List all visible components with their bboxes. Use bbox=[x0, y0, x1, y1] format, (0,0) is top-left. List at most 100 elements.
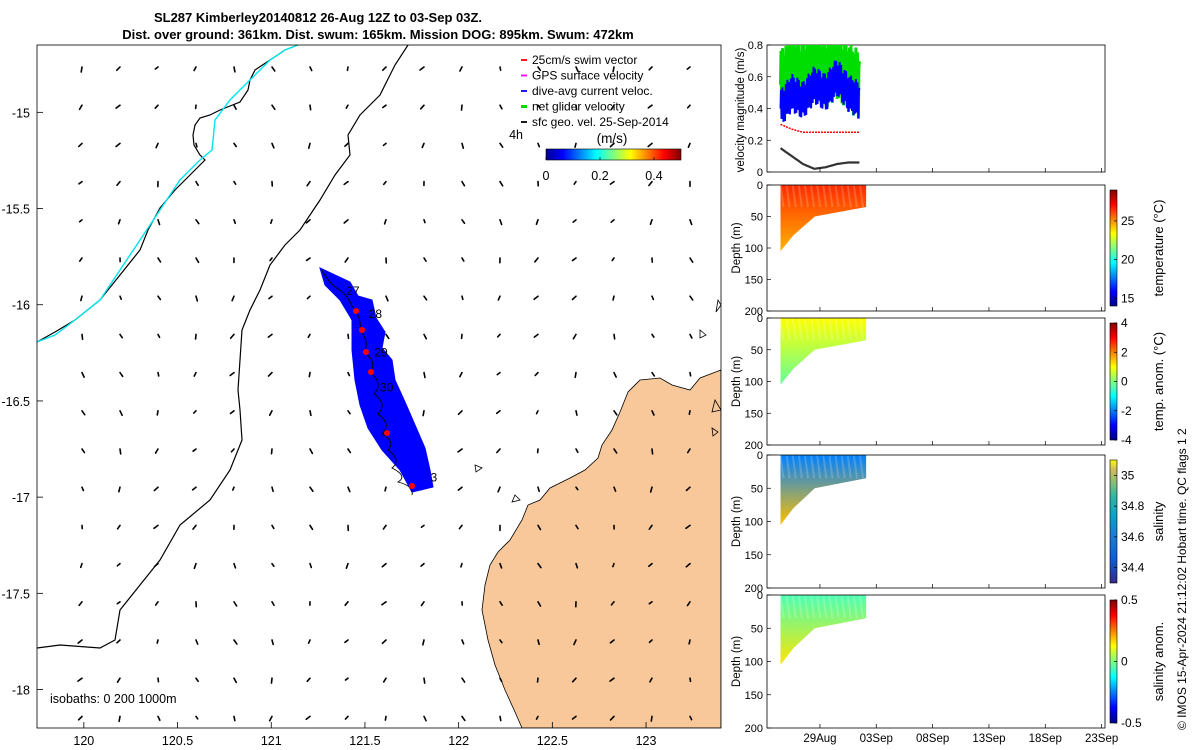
velocity-arrow bbox=[572, 219, 577, 223]
velocity-arrow bbox=[155, 142, 159, 149]
velocity-arrow bbox=[765, 487, 766, 490]
velocity-arrow bbox=[457, 448, 463, 453]
velocity-arrow bbox=[157, 333, 161, 339]
velocity-arrow bbox=[233, 677, 238, 684]
velocity-arrow bbox=[651, 333, 655, 338]
velocity-arrow bbox=[267, 333, 273, 338]
velocity-arrow bbox=[157, 371, 160, 377]
depth-section-fill bbox=[780, 455, 867, 525]
velocity-arrow bbox=[77, 715, 83, 721]
map-ytick-label: -15.5 bbox=[2, 203, 31, 217]
velocity-arrow bbox=[533, 333, 539, 338]
day-labels: 27 28 29 30 3 bbox=[346, 284, 437, 485]
depth-tick-label: 0 bbox=[757, 313, 763, 325]
map-ytick-label: -18 bbox=[12, 684, 30, 698]
velocity-arrow bbox=[271, 104, 276, 111]
depth-tick-label: 100 bbox=[745, 377, 763, 389]
velocity-arrow bbox=[156, 639, 159, 644]
figure-title: SL287 Kimberley20140812 26-Aug 12Z to 03… bbox=[154, 10, 482, 25]
velocity-arrow bbox=[346, 66, 349, 72]
panel-colorbar bbox=[1109, 459, 1118, 584]
map-ytick-label: -17 bbox=[12, 491, 30, 505]
velocity-arrow bbox=[81, 409, 86, 416]
velocity-arrow bbox=[571, 715, 577, 720]
velocity-arrow bbox=[116, 524, 121, 530]
velocity-arrow bbox=[384, 715, 387, 721]
velocity-arrow bbox=[571, 257, 577, 262]
velocity-arrow bbox=[726, 67, 728, 71]
velocity-arrow bbox=[537, 142, 541, 148]
velocity-arrow bbox=[689, 295, 694, 301]
velocity-arrow bbox=[537, 639, 540, 646]
velocity-arrow bbox=[116, 66, 121, 72]
velocity-arrow bbox=[420, 600, 425, 607]
depth-tick-label: 100 bbox=[745, 243, 763, 255]
swim-vector-marker bbox=[409, 483, 415, 489]
velocity-arrow bbox=[686, 66, 691, 70]
velocity-arrow bbox=[344, 715, 349, 720]
velocity-arrow bbox=[419, 66, 425, 71]
velocity-arrow bbox=[686, 600, 691, 607]
velocity-arrow bbox=[423, 295, 428, 301]
velocity-arrow bbox=[609, 677, 615, 682]
colorbar-tick-label: 34.4 bbox=[1121, 561, 1145, 575]
velocity-arrow bbox=[497, 295, 501, 301]
velocity-arrow bbox=[688, 409, 691, 416]
colorbar-tick-label: 35 bbox=[1121, 468, 1135, 482]
velocity-arrow bbox=[116, 562, 121, 567]
velocity-arrow bbox=[571, 677, 577, 683]
velocity-arrow bbox=[533, 295, 539, 301]
velocity-arrow bbox=[343, 180, 349, 186]
time-tick-label: 29Aug bbox=[803, 733, 836, 745]
speed-colorbar: (m/s) 0 0.2 0.4 bbox=[543, 131, 682, 183]
velocity-arrow bbox=[233, 219, 237, 225]
velocity-arrow bbox=[649, 219, 653, 226]
colorbar-tick-label: 15 bbox=[1121, 291, 1135, 305]
velocity-arrow bbox=[77, 142, 83, 148]
velocity-arrow bbox=[117, 219, 121, 225]
velocity-arrow bbox=[423, 677, 426, 684]
velocity-arrow bbox=[79, 562, 83, 569]
velocity-arrow bbox=[116, 639, 121, 644]
velocity-series-line bbox=[779, 60, 861, 122]
velocity-arrow bbox=[269, 257, 273, 262]
velocity-arrow bbox=[309, 409, 312, 417]
velocity-arrow bbox=[499, 66, 502, 72]
velocity-arrow bbox=[651, 371, 656, 377]
velocity-arrow bbox=[461, 677, 466, 683]
velocity-arrow bbox=[119, 448, 122, 455]
velocity-arrow bbox=[77, 677, 83, 682]
velocity-arrow bbox=[271, 142, 275, 149]
velocity-arrow bbox=[233, 104, 237, 110]
velocity-arrow bbox=[157, 219, 161, 226]
velocity-arrow bbox=[229, 371, 235, 377]
colorbar-label: salinity anom. bbox=[1151, 622, 1166, 701]
map-legend: 25cm/s swim vector GPS surface velocitydi… bbox=[521, 53, 669, 129]
glider-path bbox=[321, 269, 413, 496]
velocity-arrow bbox=[309, 486, 314, 493]
time-tick-label: 23Sep bbox=[1085, 733, 1118, 745]
velocity-series-line bbox=[780, 123, 860, 134]
velocity-arrow bbox=[460, 562, 463, 568]
velocity-arrow bbox=[233, 180, 237, 185]
velocity-arrow bbox=[575, 448, 579, 454]
velocity-arrow bbox=[154, 600, 159, 606]
velocity-arrow bbox=[78, 600, 83, 607]
velocity-arrow bbox=[610, 219, 615, 224]
velocity-arrow bbox=[688, 639, 691, 645]
velocity-arrow bbox=[271, 524, 275, 530]
depth-axis-label: Depth (m) bbox=[731, 496, 743, 547]
velocity-arrow bbox=[115, 104, 121, 109]
colorbar-tick-label: -0.5 bbox=[1121, 716, 1142, 730]
velocity-arrow bbox=[385, 333, 390, 340]
velocity-arrow bbox=[344, 600, 349, 607]
velocity-arrow bbox=[195, 219, 200, 225]
colorbar-label: salinity bbox=[1151, 501, 1166, 541]
velocity-arrow bbox=[461, 257, 465, 262]
velocity-arrow bbox=[195, 142, 198, 148]
velocity-arrow bbox=[344, 677, 349, 681]
velocity-arrow bbox=[651, 448, 654, 455]
legend-entry: GPS surface velocity bbox=[532, 69, 643, 83]
islands bbox=[474, 298, 721, 503]
